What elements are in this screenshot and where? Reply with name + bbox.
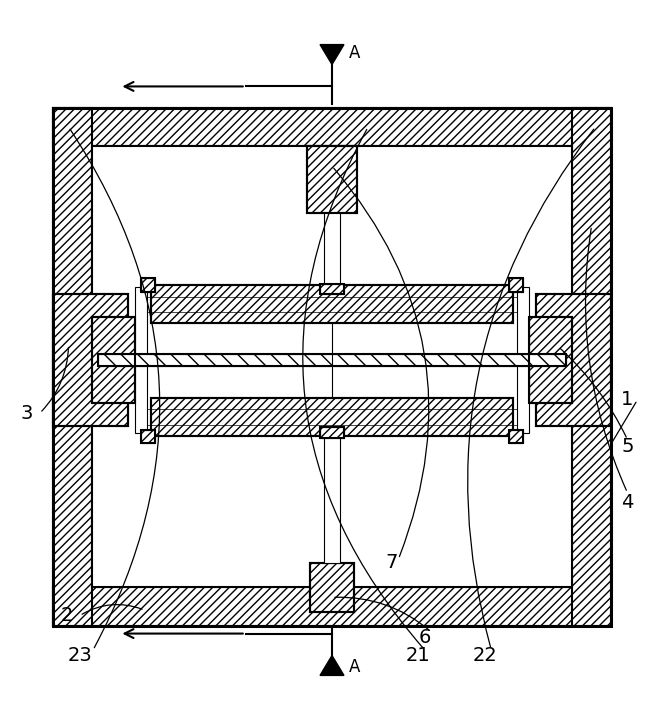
Bar <box>307 146 357 212</box>
Text: 21: 21 <box>406 646 431 665</box>
Text: A: A <box>349 44 360 62</box>
Text: 5: 5 <box>622 437 633 456</box>
Bar <box>92 146 572 587</box>
Text: A: A <box>349 658 360 676</box>
Bar <box>141 279 155 292</box>
Bar <box>536 294 611 426</box>
Bar <box>151 285 513 323</box>
Bar <box>509 279 523 292</box>
Text: 23: 23 <box>67 646 92 665</box>
Bar <box>141 430 155 443</box>
Bar <box>53 108 92 626</box>
Bar <box>141 279 155 292</box>
Text: 7: 7 <box>386 553 398 572</box>
Bar <box>529 317 572 403</box>
Bar <box>320 284 343 294</box>
Bar <box>320 284 343 294</box>
Text: 4: 4 <box>622 493 633 512</box>
Bar <box>307 146 357 212</box>
Polygon shape <box>320 655 344 675</box>
Bar <box>509 430 523 443</box>
Bar <box>98 354 566 366</box>
Bar <box>53 108 611 626</box>
Bar <box>310 562 353 612</box>
Bar <box>517 287 529 433</box>
Bar <box>323 212 340 285</box>
Text: 2: 2 <box>60 606 72 625</box>
Text: 22: 22 <box>472 646 497 665</box>
Bar <box>135 287 147 433</box>
Bar <box>53 108 611 146</box>
Bar <box>536 294 611 426</box>
Bar <box>320 427 343 438</box>
Bar <box>509 430 523 443</box>
Bar <box>509 279 523 292</box>
Polygon shape <box>320 45 344 65</box>
Bar <box>529 317 572 403</box>
Text: 3: 3 <box>21 404 33 423</box>
Bar <box>98 354 566 366</box>
Bar <box>323 436 340 562</box>
Bar <box>53 587 611 626</box>
Text: 6: 6 <box>419 628 431 647</box>
Bar <box>92 317 135 403</box>
Bar <box>53 294 128 426</box>
Bar <box>572 108 611 626</box>
Bar <box>53 294 128 426</box>
Bar <box>151 398 513 436</box>
Bar <box>151 285 513 323</box>
Bar <box>310 562 353 612</box>
Bar <box>141 430 155 443</box>
Bar <box>151 398 513 436</box>
Bar <box>92 317 135 403</box>
Bar <box>320 427 343 438</box>
Text: 1: 1 <box>622 390 633 410</box>
